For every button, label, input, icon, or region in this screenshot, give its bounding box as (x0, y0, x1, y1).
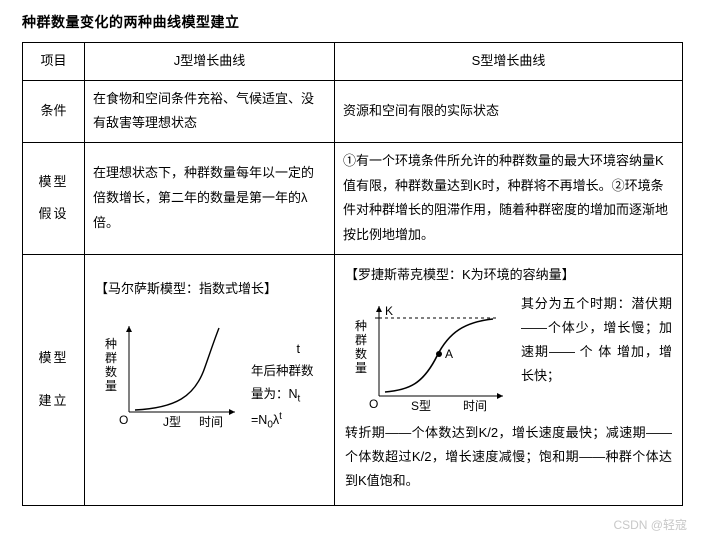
s-desc: 其分为五个时期：潜伏期——个体少，增长慢；加速期—— 个 体 增加，增长快； (515, 292, 672, 388)
page-title: 种群数量变化的两种曲线模型建立 (22, 12, 683, 32)
cond-j: 在食物和空间条件充裕、气候适宜、没有敌害等理想状态 (85, 80, 335, 142)
svg-text:S型: S型 (411, 399, 431, 413)
svg-text:群: 群 (105, 351, 117, 365)
comparison-table: 项目 J型增长曲线 S型增长曲线 条件 在食物和空间条件充裕、气候适宜、没有敌害… (22, 42, 683, 506)
label-assume-top: 模型 (31, 170, 76, 195)
svg-text:种: 种 (355, 319, 367, 333)
s-bottom: 转折期——个体数达到K/2，增长速度最快；减速期——个体数超过K/2，增长速度减… (345, 421, 672, 493)
j-formula: t 年后种群数量为：Nt=N0λt (245, 312, 324, 435)
svg-text:A: A (445, 347, 453, 361)
assume-j: 在理想状态下，种群数量每年以一定的倍数增长，第二年的数量是第一年的λ倍。 (85, 143, 335, 255)
svg-text:数: 数 (355, 346, 367, 361)
hdr-j: J型增长曲线 (85, 43, 335, 81)
table-header-row: 项目 J型增长曲线 S型增长曲线 (23, 43, 683, 81)
label-assume-bot: 假设 (31, 202, 76, 227)
label-conditions: 条件 (23, 80, 85, 142)
svg-text:J型: J型 (163, 415, 181, 429)
cond-s: 资源和空间有限的实际状态 (335, 80, 683, 142)
svg-text:数: 数 (105, 364, 117, 379)
row-build: 模型 建立 【马尔萨斯模型：指数式增长】 种群数量OJ型时间 t 年后种群数量为… (23, 254, 683, 505)
svg-text:O: O (119, 413, 128, 427)
hdr-proj: 项目 (23, 43, 85, 81)
svg-text:量: 量 (105, 379, 117, 393)
svg-text:时间: 时间 (463, 399, 487, 413)
row-conditions: 条件 在食物和空间条件充裕、气候适宜、没有敌害等理想状态 资源和空间有限的实际状… (23, 80, 683, 142)
label-build-bot: 建立 (31, 389, 76, 414)
build-j: 【马尔萨斯模型：指数式增长】 种群数量 O J型 时间 t 年后种群数量为：Nt=N0… (85, 254, 335, 505)
build-s: 【罗捷斯蒂克模型：K为环境的容纳量】 K A 种群数量 O S型 时间 其分为五个时期：潜… (335, 254, 683, 505)
j-chart: 种群数量 O J型 时间 (95, 312, 245, 432)
label-build: 模型 建立 (23, 254, 85, 505)
watermark: CSDN @轻寇 (613, 516, 687, 533)
label-build-top: 模型 (31, 346, 76, 371)
j-model-name: 【马尔萨斯模型：指数式增长】 (95, 277, 324, 302)
svg-text:时间: 时间 (199, 415, 223, 429)
row-assumptions: 模型 假设 在理想状态下，种群数量每年以一定的倍数增长，第二年的数量是第一年的λ… (23, 143, 683, 255)
s-chart: K A 种群数量 O S型 时间 (345, 292, 515, 417)
svg-text:群: 群 (355, 333, 367, 347)
svg-text:O: O (369, 397, 378, 411)
label-assumptions: 模型 假设 (23, 143, 85, 255)
svg-text:量: 量 (355, 361, 367, 375)
s-model-name: 【罗捷斯蒂克模型：K为环境的容纳量】 (345, 263, 672, 288)
hdr-s: S型增长曲线 (335, 43, 683, 81)
svg-text:K: K (385, 304, 393, 318)
assume-s: ①有一个环境条件所允许的种群数量的最大环境容纳量K值有限，种群数量达到K时，种群… (335, 143, 683, 255)
svg-text:种: 种 (105, 337, 117, 351)
